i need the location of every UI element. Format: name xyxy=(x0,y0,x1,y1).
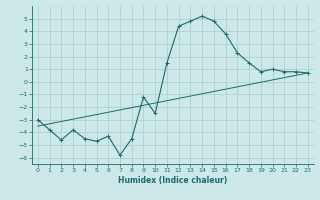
X-axis label: Humidex (Indice chaleur): Humidex (Indice chaleur) xyxy=(118,176,228,185)
